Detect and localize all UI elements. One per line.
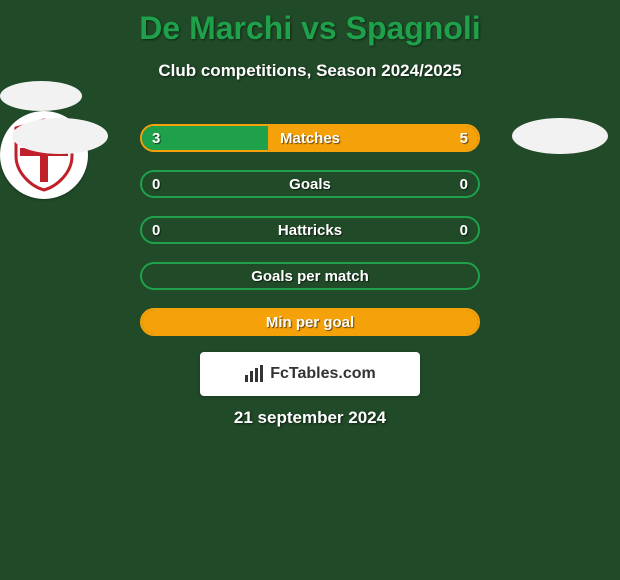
bar-chart-icon [244, 365, 264, 383]
attribution-badge: FcTables.com [200, 352, 420, 396]
stat-left-value: 0 [152, 172, 160, 196]
stat-row: 0 0Goals [140, 170, 480, 198]
stat-rows: 35Matches00Goals00HattricksGoals per mat… [140, 124, 480, 354]
stat-row: 35Matches [140, 124, 480, 152]
page-title: De Marchi vs Spagnoli [0, 0, 620, 47]
stat-right-value: 5 [460, 126, 468, 150]
stat-right-value: 0 [460, 172, 468, 196]
stat-row: Goals per match [140, 262, 480, 290]
stat-right-fill [268, 126, 478, 150]
date-text: 21 september 2024 [0, 408, 620, 428]
attribution-text: FcTables.com [270, 365, 376, 383]
player2-avatar [512, 118, 608, 154]
stat-left-fill [142, 310, 478, 334]
stat-left-value: 0 [152, 218, 160, 242]
stat-left-fill [142, 126, 268, 150]
stat-row: Min per goal [140, 308, 480, 336]
infographic-container: De Marchi vs Spagnoli Club competitions,… [0, 0, 620, 580]
stat-label: Hattricks [142, 218, 478, 242]
subtitle: Club competitions, Season 2024/2025 [0, 61, 620, 81]
stat-label: Goals [142, 172, 478, 196]
stat-right-value: 0 [460, 218, 468, 242]
player1-avatar [12, 118, 108, 154]
player1-club-badge [0, 81, 82, 111]
stat-label: Goals per match [142, 264, 478, 288]
stat-row: 0 0Hattricks [140, 216, 480, 244]
stat-left-value: 3 [152, 126, 160, 150]
